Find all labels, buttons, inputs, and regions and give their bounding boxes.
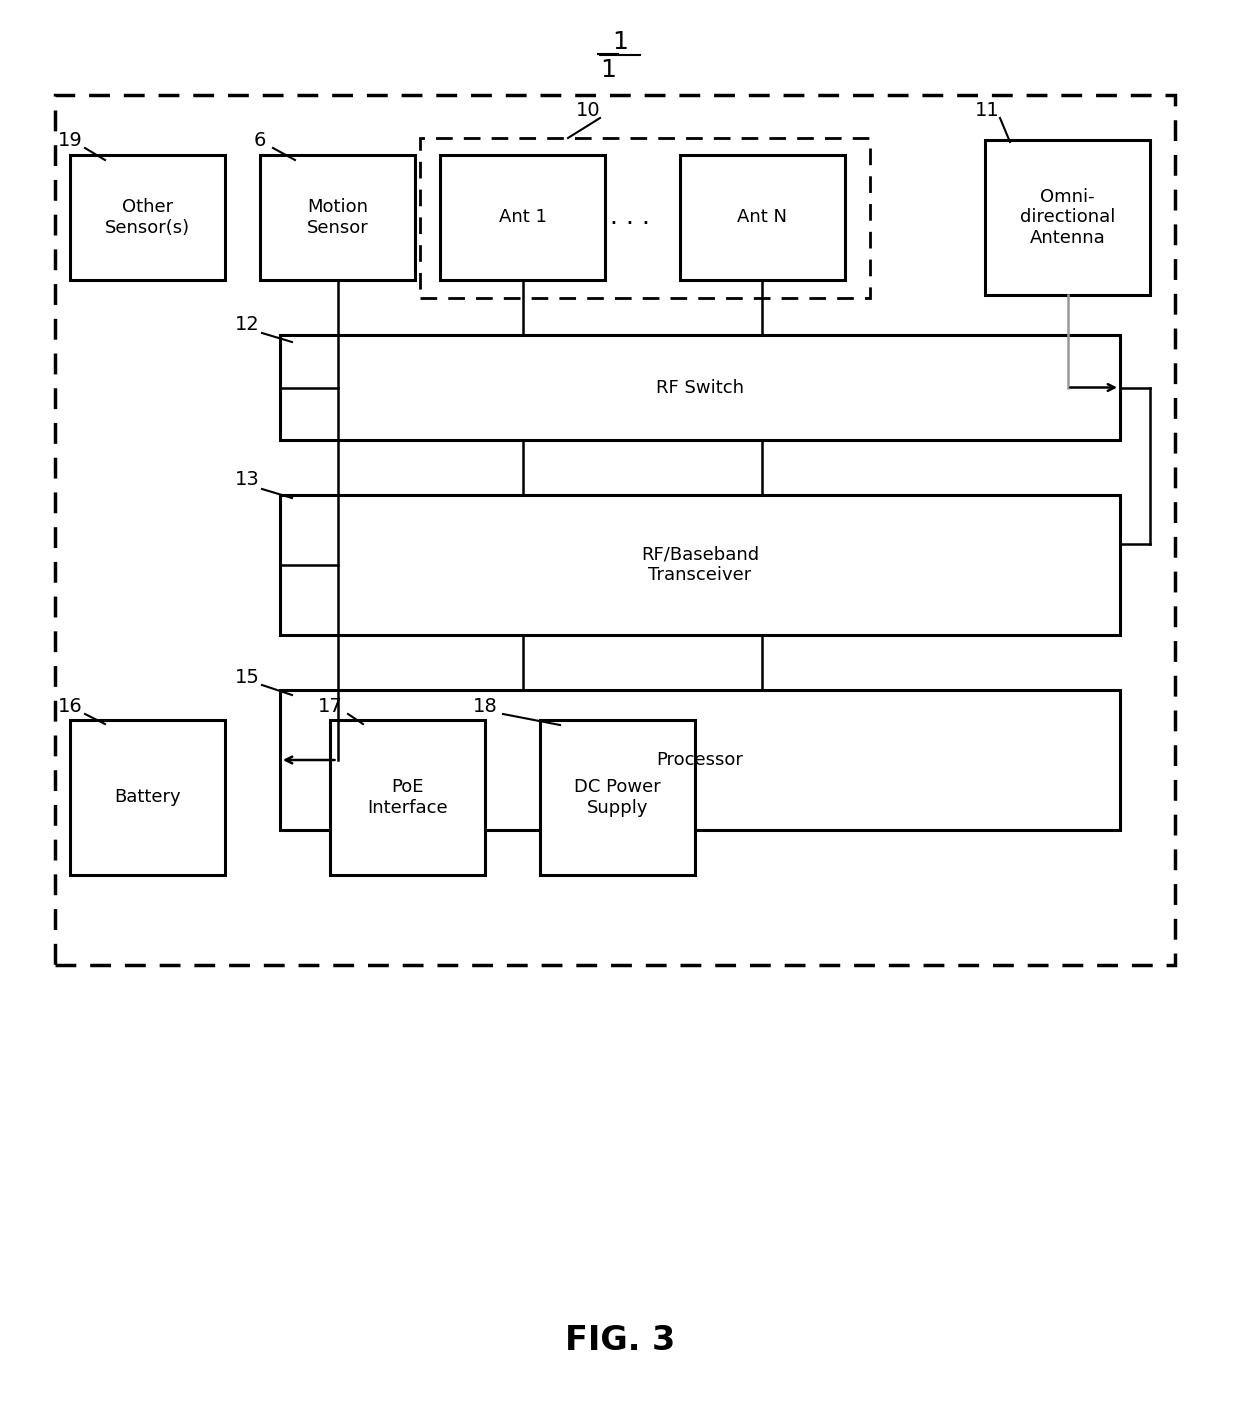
Text: RF Switch: RF Switch: [656, 379, 744, 396]
Bar: [680, 155, 844, 280]
Text: Motion
Sensor: Motion Sensor: [306, 199, 368, 237]
Text: 18: 18: [472, 696, 497, 716]
Text: Battery: Battery: [114, 789, 181, 806]
Text: 16: 16: [57, 696, 82, 716]
Bar: [280, 335, 1120, 440]
Text: Ant 1: Ant 1: [498, 209, 547, 227]
Text: 1: 1: [613, 30, 627, 54]
Bar: [55, 94, 1176, 965]
Bar: [440, 155, 605, 280]
Bar: [69, 720, 224, 875]
Bar: [69, 155, 224, 280]
Text: Ant N: Ant N: [738, 209, 787, 227]
Text: 13: 13: [234, 471, 259, 489]
Text: 17: 17: [317, 696, 342, 716]
Text: Processor: Processor: [656, 751, 744, 769]
Text: RF/Baseband
Transceiver: RF/Baseband Transceiver: [641, 545, 759, 585]
Text: 15: 15: [234, 668, 259, 688]
Bar: [330, 720, 485, 875]
Bar: [420, 138, 870, 297]
Text: PoE
Interface: PoE Interface: [367, 778, 448, 817]
Text: . . .: . . .: [610, 204, 650, 230]
Bar: [539, 720, 694, 875]
Text: 19: 19: [57, 131, 82, 149]
Text: 10: 10: [575, 100, 600, 120]
Text: 11: 11: [975, 100, 999, 120]
Text: Other
Sensor(s): Other Sensor(s): [105, 199, 190, 237]
Text: 6: 6: [254, 131, 267, 149]
Text: DC Power
Supply: DC Power Supply: [574, 778, 661, 817]
Text: FIG. 3: FIG. 3: [565, 1323, 675, 1357]
Text: 1: 1: [600, 58, 616, 82]
Text: 12: 12: [234, 316, 259, 334]
Bar: [985, 139, 1149, 294]
Bar: [280, 690, 1120, 830]
Bar: [280, 495, 1120, 635]
Bar: [260, 155, 415, 280]
Text: Omni-
directional
Antenna: Omni- directional Antenna: [1019, 187, 1115, 248]
